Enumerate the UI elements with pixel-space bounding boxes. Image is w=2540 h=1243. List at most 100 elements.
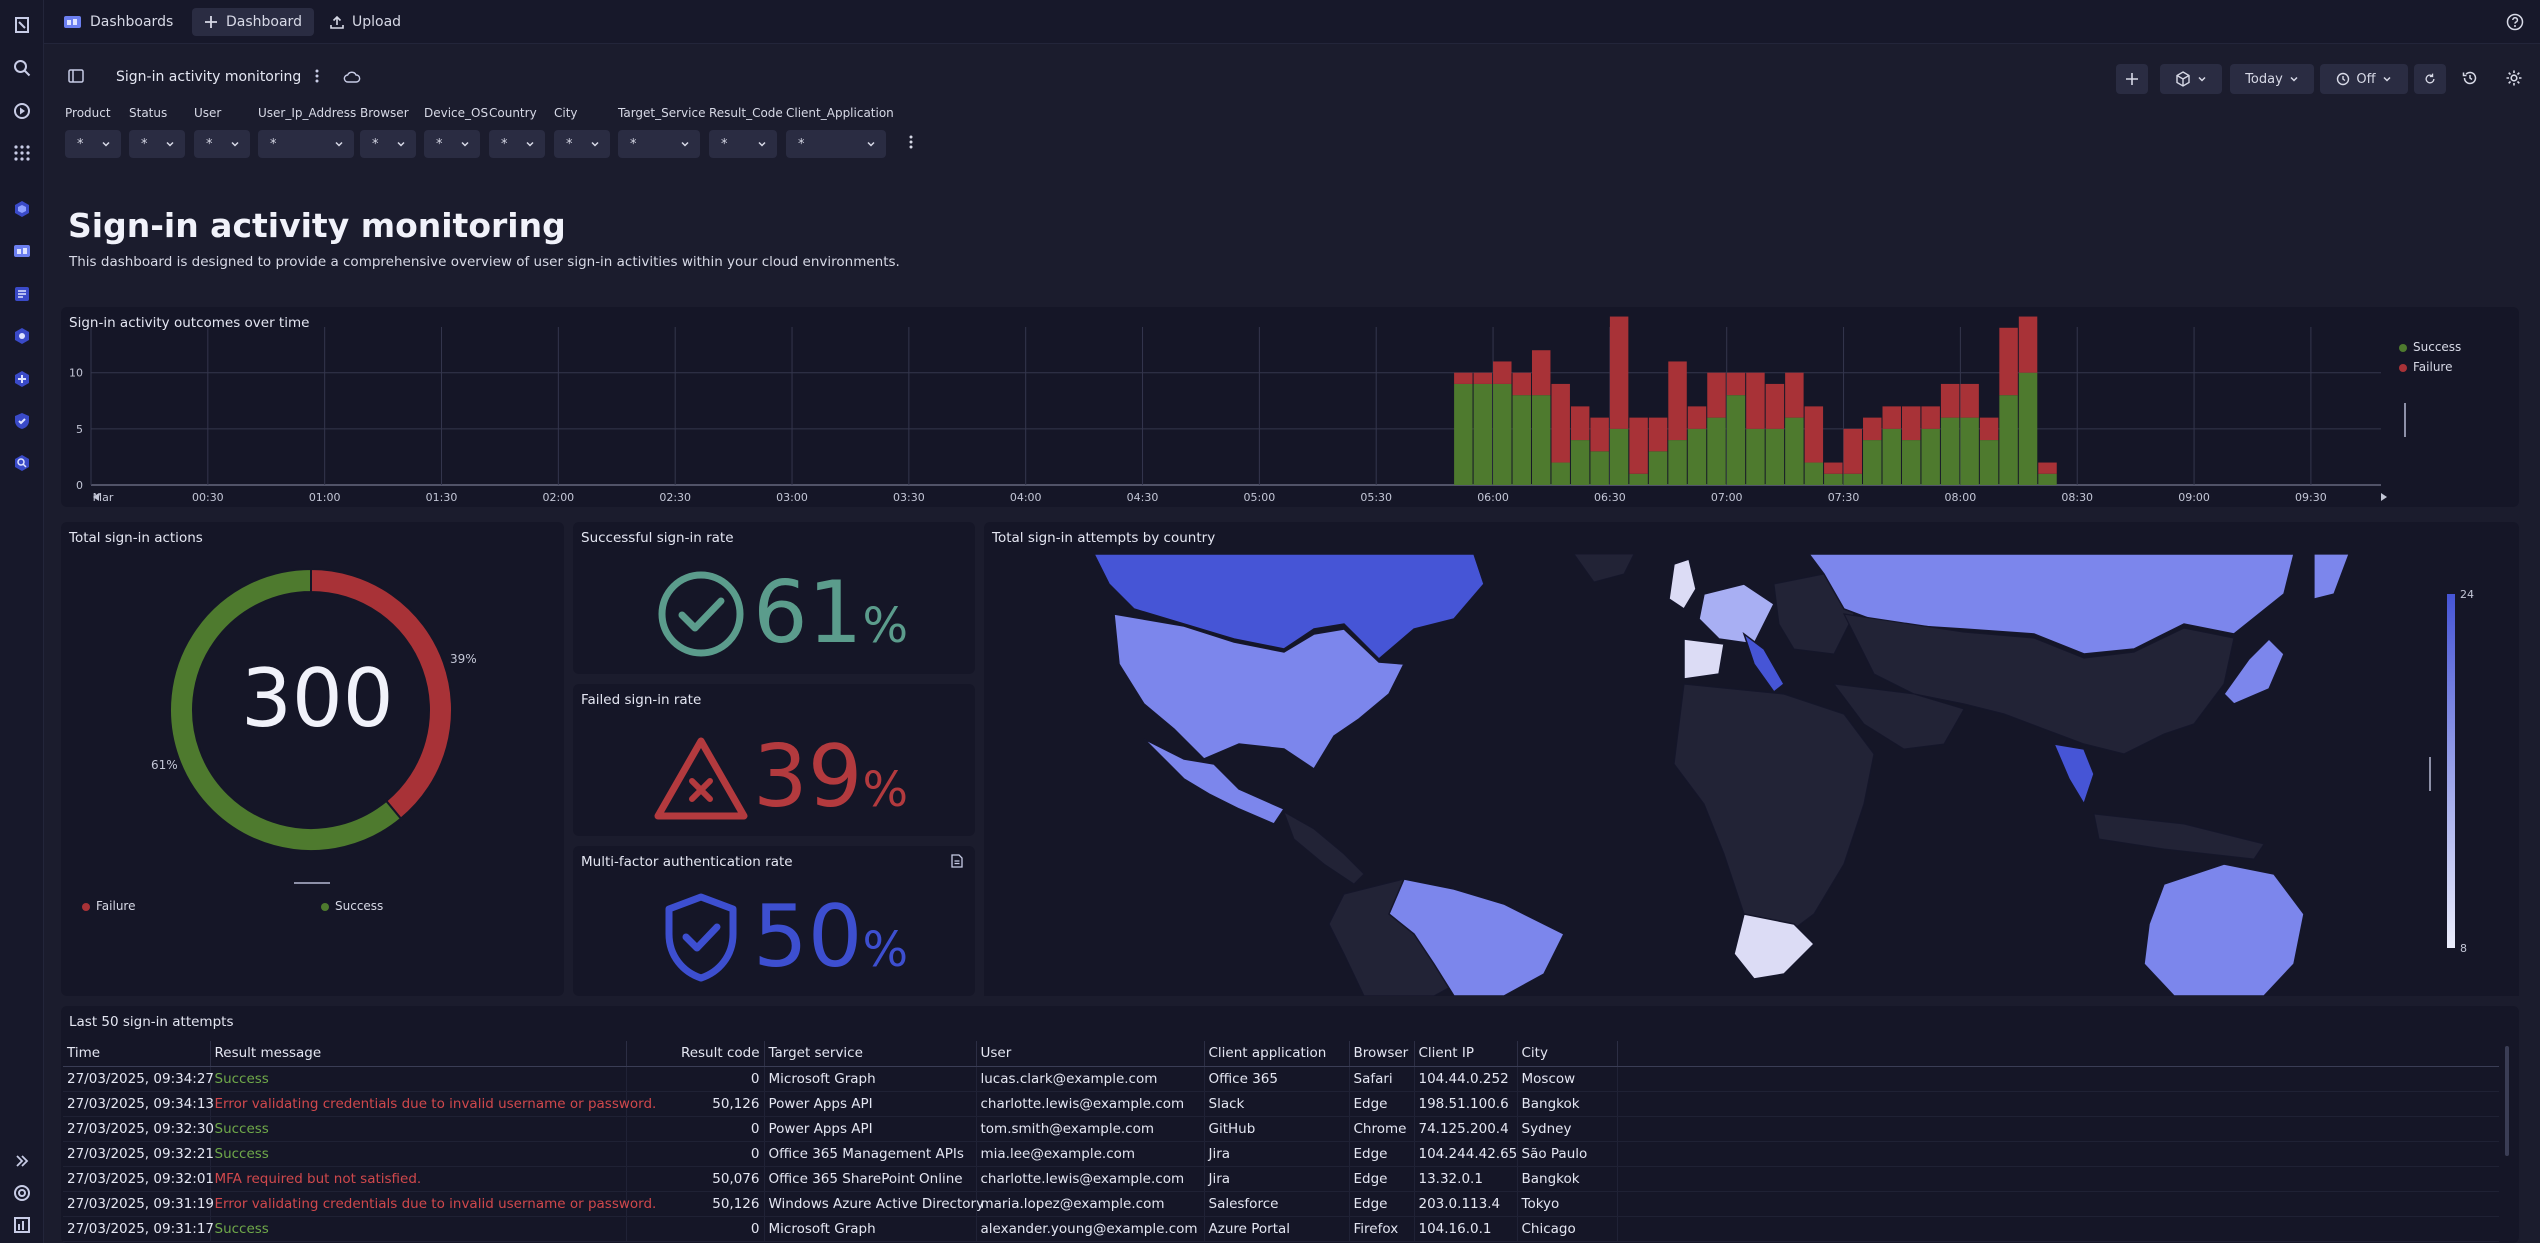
apps-grid-icon[interactable] xyxy=(9,140,35,166)
map-country-japan[interactable] xyxy=(2223,637,2285,705)
sidebar-toggle-icon[interactable] xyxy=(68,68,84,88)
bar-success[interactable] xyxy=(1551,462,1570,485)
dashboard-title[interactable]: Sign-in activity monitoring xyxy=(116,69,302,85)
bar-failure[interactable] xyxy=(1609,316,1629,429)
map-region-africa[interactable] xyxy=(1673,683,1875,945)
table-row[interactable]: 27/03/2025, 09:32:21 Success 0 Office 36… xyxy=(63,1141,2499,1167)
tab-dashboard[interactable]: Dashboard xyxy=(192,8,314,36)
bar-success[interactable] xyxy=(1493,383,1512,485)
bar-success[interactable] xyxy=(2018,372,2038,485)
country-map-tile[interactable]: Total sign-in attempts by country xyxy=(984,522,2519,996)
column-header-client-application[interactable]: Client application xyxy=(1204,1041,1350,1067)
bar-failure[interactable] xyxy=(1940,383,1960,418)
table-row[interactable]: 27/03/2025, 09:32:01 MFA required but no… xyxy=(63,1166,2499,1192)
column-header-client-ip[interactable]: Client IP xyxy=(1414,1041,1518,1067)
mfa-rate-tile[interactable]: Multi-factor authentication rate 50% xyxy=(573,846,975,996)
column-header-result-message[interactable]: Result message xyxy=(210,1041,627,1067)
bar-success[interactable] xyxy=(1668,440,1687,485)
bar-success[interactable] xyxy=(1570,440,1590,485)
table-row[interactable]: 27/03/2025, 09:31:19 Error validating cr… xyxy=(63,1191,2499,1217)
filter-dropdown[interactable]: * xyxy=(65,130,121,158)
map-country-thailand[interactable] xyxy=(2052,743,2095,806)
bar-failure[interactable] xyxy=(1804,406,1824,463)
map-country-uk[interactable] xyxy=(1668,558,1697,611)
bar-success[interactable] xyxy=(1863,440,1882,485)
map-region-greenland[interactable] xyxy=(1573,554,1635,583)
bar-success[interactable] xyxy=(1765,428,1785,485)
logs-app-icon[interactable] xyxy=(9,450,35,476)
bar-failure[interactable] xyxy=(1960,383,1979,418)
bar-success[interactable] xyxy=(1512,395,1531,485)
help-center-icon[interactable] xyxy=(9,1180,35,1206)
map-region-middle-east[interactable] xyxy=(1832,683,1965,750)
bar-success[interactable] xyxy=(1843,473,1863,485)
search-icon[interactable] xyxy=(9,55,35,81)
filter-dropdown[interactable]: * xyxy=(424,130,480,158)
bar-failure[interactable] xyxy=(1863,417,1882,441)
table-row[interactable]: 27/03/2025, 09:32:30 Success 0 Power App… xyxy=(63,1116,2499,1142)
bar-failure[interactable] xyxy=(1824,462,1843,474)
bar-failure[interactable] xyxy=(1648,417,1668,452)
filter-dropdown[interactable]: * xyxy=(194,130,250,158)
bar-success[interactable] xyxy=(1804,462,1824,485)
filter-dropdown[interactable]: * xyxy=(618,130,700,158)
bar-failure[interactable] xyxy=(1746,372,1765,429)
map-country-australia[interactable] xyxy=(2143,863,2305,996)
map-country-usa[interactable] xyxy=(1113,613,1406,771)
map-country-russia[interactable] xyxy=(1808,554,2295,655)
bar-failure[interactable] xyxy=(1785,372,1804,418)
total-sign-ins-tile[interactable]: Total sign-in actions 300 39% 61% Failur… xyxy=(61,522,564,996)
filter-dropdown[interactable]: * xyxy=(258,130,354,158)
map-region-central-america[interactable] xyxy=(1283,810,1365,885)
bar-success[interactable] xyxy=(1629,473,1648,485)
bar-failure[interactable] xyxy=(1707,372,1726,418)
bar-success[interactable] xyxy=(1726,395,1746,485)
bar-success[interactable] xyxy=(1882,428,1901,485)
successful-rate-tile[interactable]: Successful sign-in rate 61% xyxy=(573,522,975,674)
kubernetes-app-icon[interactable] xyxy=(9,323,35,349)
bar-failure[interactable] xyxy=(1629,417,1648,474)
auto-refresh-selector[interactable]: Off xyxy=(2320,64,2408,94)
play-circle-icon[interactable] xyxy=(9,98,35,124)
refresh-button[interactable] xyxy=(2414,64,2446,94)
history-icon[interactable] xyxy=(2462,70,2478,90)
app-logo-icon[interactable] xyxy=(9,12,35,38)
bar-success[interactable] xyxy=(1999,395,2018,485)
bar-success[interactable] xyxy=(1531,395,1551,485)
bar-failure[interactable] xyxy=(1551,383,1570,463)
bar-success[interactable] xyxy=(1940,417,1960,485)
scroll-left-icon[interactable] xyxy=(93,493,99,501)
scroll-right-icon[interactable] xyxy=(2381,493,2387,501)
map-region-indonesia[interactable] xyxy=(2093,813,2265,860)
tab-upload[interactable]: Upload xyxy=(318,8,413,36)
column-header-browser[interactable]: Browser xyxy=(1349,1041,1415,1067)
bar-success[interactable] xyxy=(1609,428,1629,485)
add-tile-button[interactable] xyxy=(2116,64,2148,94)
bar-failure[interactable] xyxy=(1473,372,1493,384)
bar-success[interactable] xyxy=(1648,451,1668,485)
bar-failure[interactable] xyxy=(1901,406,1921,441)
table-row[interactable]: 27/03/2025, 09:34:27 Success 0 Microsoft… xyxy=(63,1066,2499,1092)
bar-failure[interactable] xyxy=(1843,428,1863,474)
cloud-save-icon[interactable] xyxy=(343,70,361,88)
donut-slice-success[interactable] xyxy=(169,567,403,852)
segment-selector-button[interactable] xyxy=(2160,64,2222,94)
tab-dashboards[interactable]: Dashboards xyxy=(52,8,185,36)
bar-success[interactable] xyxy=(1785,417,1804,485)
bar-success[interactable] xyxy=(1454,383,1473,485)
bar-failure[interactable] xyxy=(1454,372,1473,384)
bar-failure[interactable] xyxy=(1765,383,1785,429)
bar-success[interactable] xyxy=(1707,417,1726,485)
map-country-canada[interactable] xyxy=(1093,554,1485,661)
document-icon[interactable] xyxy=(951,854,963,868)
last-sign-ins-tile[interactable]: Last 50 sign-in attempts Time Result mes… xyxy=(61,1006,2519,1243)
bar-failure[interactable] xyxy=(1921,406,1940,429)
bar-failure[interactable] xyxy=(1726,372,1746,396)
filter-dropdown[interactable]: * xyxy=(129,130,185,158)
legend-item-failure[interactable]: Failure xyxy=(82,899,135,913)
map-scroll-handle[interactable] xyxy=(2429,757,2431,791)
bar-success[interactable] xyxy=(2038,473,2057,485)
column-header-time[interactable]: Time xyxy=(63,1041,211,1067)
bar-success[interactable] xyxy=(1687,428,1707,485)
bar-failure[interactable] xyxy=(1590,417,1609,452)
